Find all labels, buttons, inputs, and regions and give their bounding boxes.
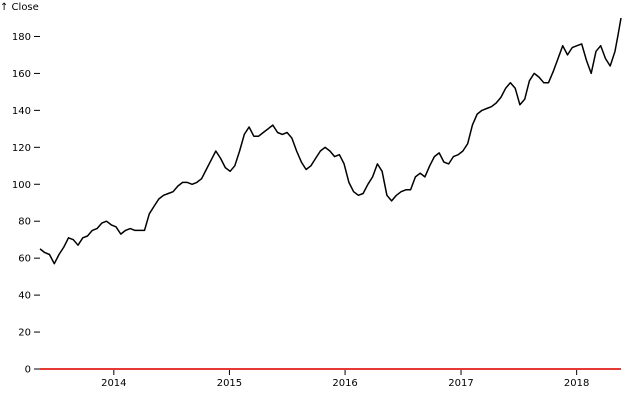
y-tick-label: 0 xyxy=(25,365,31,376)
x-tick-label: 2014 xyxy=(101,378,126,389)
y-tick-label: 100 xyxy=(12,180,31,191)
y-tick-label: 80 xyxy=(18,217,31,228)
close-series-line xyxy=(39,17,622,265)
y-tick-label: 140 xyxy=(12,106,31,117)
y-tick-label: 120 xyxy=(12,143,31,154)
y-axis: 0 20 40 60 80 100 120 140 160 180 xyxy=(12,32,40,376)
x-tick-label: 2018 xyxy=(564,378,589,389)
x-axis: 2014 2015 2016 2017 2018 xyxy=(101,369,589,389)
y-tick-label: 20 xyxy=(18,328,31,339)
x-tick-label: 2015 xyxy=(217,378,242,389)
series-group xyxy=(39,17,622,265)
y-tick-label: 60 xyxy=(18,254,31,265)
y-tick-label: 180 xyxy=(12,32,31,43)
y-tick-label: 40 xyxy=(18,291,31,302)
x-tick-label: 2016 xyxy=(332,378,357,389)
y-tick-label: 160 xyxy=(12,69,31,80)
y-axis-title: ↑ Close xyxy=(0,2,39,13)
x-tick-label: 2017 xyxy=(448,378,473,389)
